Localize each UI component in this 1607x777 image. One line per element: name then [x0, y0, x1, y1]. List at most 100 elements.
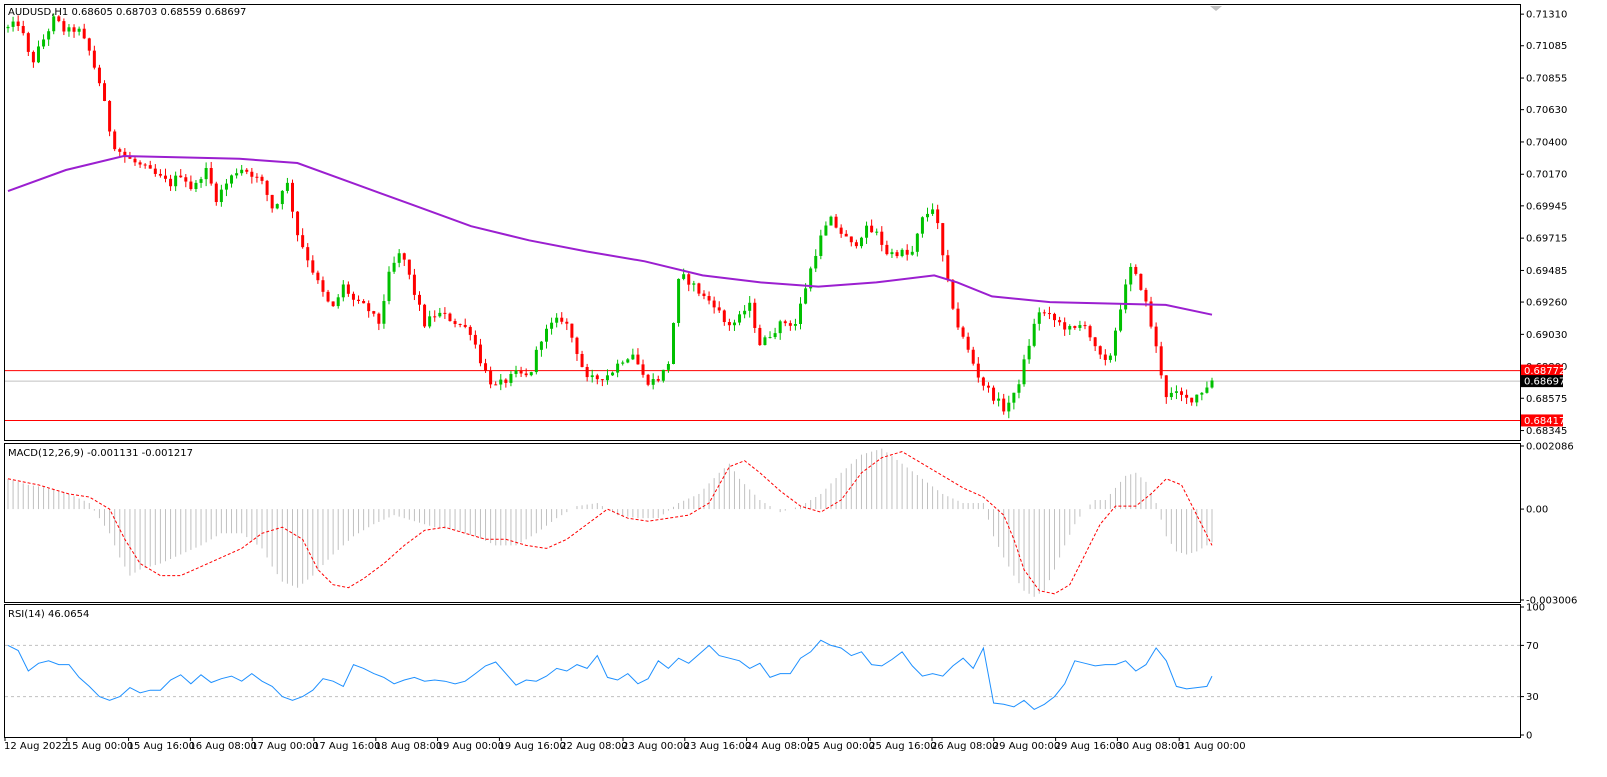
candle [463, 318, 467, 329]
candle [677, 278, 681, 327]
candle [722, 309, 726, 326]
candle [118, 147, 122, 158]
candle [1053, 312, 1057, 327]
candle [555, 313, 559, 328]
candle [844, 230, 848, 237]
candle [1058, 316, 1062, 326]
candle [97, 64, 101, 87]
price-tick-label: 0.70630 [1526, 105, 1567, 116]
candle [42, 34, 46, 50]
candle [565, 318, 569, 331]
price-pane[interactable] [4, 4, 1521, 441]
candle [651, 373, 655, 390]
candle [250, 167, 254, 184]
candle [697, 282, 701, 297]
candle [357, 295, 361, 304]
candle [666, 361, 670, 373]
candle [443, 307, 447, 319]
time-tick-label: 15 Aug 16:00 [128, 741, 195, 752]
candle [1180, 387, 1184, 402]
time-tick-label: 18 Aug 08:00 [375, 741, 442, 752]
candle [1205, 381, 1209, 394]
candle [336, 294, 340, 309]
candle [204, 162, 208, 187]
time-tick-label: 15 Aug 00:00 [66, 741, 133, 752]
candle [905, 244, 909, 261]
candle [976, 357, 980, 383]
price-tick-label: 0.68575 [1526, 394, 1567, 405]
candle [1047, 306, 1051, 320]
candle [738, 310, 742, 326]
price-tick-label: 0.69715 [1526, 234, 1567, 245]
candle [773, 327, 777, 340]
candle [575, 336, 579, 361]
candle [824, 221, 828, 236]
candle [67, 24, 71, 37]
candle [849, 236, 853, 247]
candle [433, 310, 437, 322]
time-tick-label: 24 Aug 08:00 [746, 741, 813, 752]
candle [214, 181, 218, 206]
candle [148, 160, 152, 169]
candle [260, 174, 264, 185]
candle [875, 228, 879, 236]
candle [641, 359, 645, 378]
candle [26, 31, 30, 56]
candle [331, 301, 335, 307]
candle [158, 169, 162, 178]
candle [448, 312, 452, 322]
candle [809, 266, 813, 292]
candle [986, 382, 990, 393]
price-tick-label: 0.70400 [1526, 137, 1567, 148]
candle [230, 174, 234, 188]
candle [743, 305, 747, 319]
candle [438, 307, 442, 318]
candle [169, 174, 173, 191]
price-tick-label: 0.69260 [1526, 298, 1567, 309]
candle [611, 371, 615, 376]
svg-text:0.68417: 0.68417 [1524, 416, 1565, 427]
candle [560, 312, 564, 325]
candle [788, 320, 792, 331]
candle [1134, 264, 1138, 276]
current-price-tag: 0.68697 [1521, 375, 1565, 388]
candle [494, 381, 498, 386]
symbol-info-label: AUDUSD,H1 0.68605 0.68703 0.68559 0.6869… [8, 7, 246, 18]
candle [402, 252, 406, 267]
candle [255, 173, 259, 183]
candle [885, 240, 889, 256]
candle [1032, 318, 1036, 348]
candle [499, 374, 503, 391]
time-tick-label: 30 Aug 08:00 [1116, 741, 1183, 752]
candle [570, 323, 574, 343]
macd-tick-label: 0.00 [1526, 505, 1548, 516]
rsi-tick-label: 30 [1526, 692, 1539, 703]
candle [62, 18, 66, 36]
candle [77, 26, 81, 36]
shift-marker-icon[interactable] [1210, 6, 1222, 11]
candle [854, 239, 858, 249]
candle [1195, 394, 1199, 407]
candle [219, 184, 223, 207]
time-tick-label: 16 Aug 08:00 [189, 741, 256, 752]
candle [758, 324, 762, 346]
candle [1108, 353, 1112, 363]
candle [920, 216, 924, 238]
candle [31, 50, 35, 68]
candle [428, 310, 432, 329]
price-tick-label: 0.69945 [1526, 201, 1567, 212]
time-tick-label: 22 Aug 08:00 [560, 741, 627, 752]
price-tick-label: 0.71085 [1526, 41, 1567, 52]
candle [1185, 389, 1189, 404]
candle [412, 268, 416, 301]
candle [316, 270, 320, 284]
candle [1124, 279, 1128, 314]
candle [1129, 263, 1133, 292]
candle [209, 161, 213, 186]
candle [16, 15, 20, 31]
candle [1200, 392, 1204, 401]
candle [687, 272, 691, 292]
rsi-title: RSI(14) 46.0654 [8, 609, 89, 620]
rsi-pane[interactable] [4, 604, 1521, 738]
